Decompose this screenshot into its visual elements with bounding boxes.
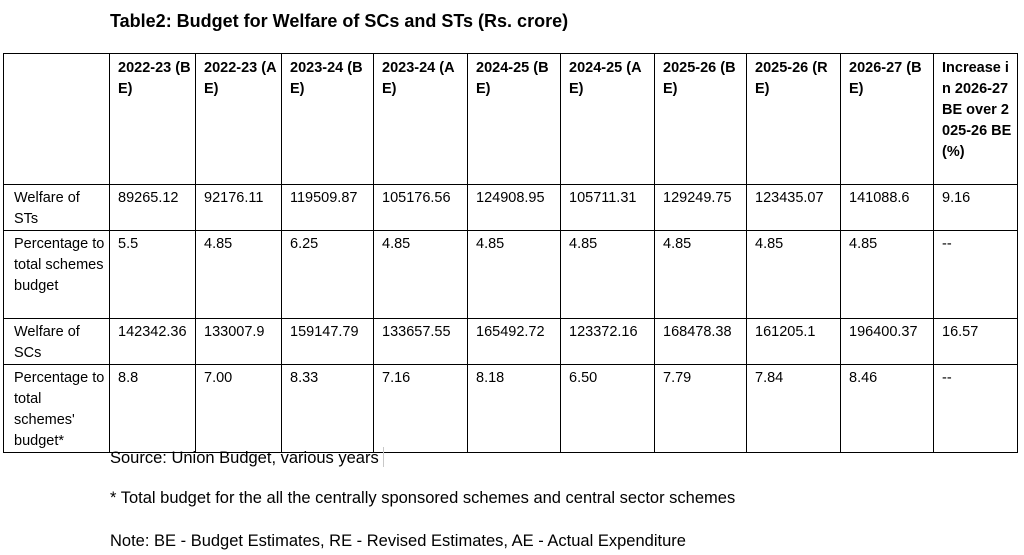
table-cell: 4.85 [654, 230, 747, 319]
table-cell: 168478.38 [654, 318, 747, 365]
table-cell: 7.00 [195, 364, 282, 453]
text-cursor-mark [382, 447, 384, 467]
row-label: Welfare of STs [3, 184, 110, 231]
table-cell: 124908.95 [467, 184, 561, 231]
header-cell: 2026-27 (BE) [840, 53, 934, 185]
table-cell: 4.85 [373, 230, 468, 319]
row-label: Percentage to total schemes budget [3, 230, 110, 319]
table-cell: 119509.87 [281, 184, 374, 231]
table-cell: 123435.07 [746, 184, 841, 231]
table-cell: 8.46 [840, 364, 934, 453]
table-row-percentage-sts: Percentage to total schemes budget 5.5 4… [3, 230, 1018, 319]
header-cell: 2023-24 (BE) [281, 53, 374, 185]
header-cell: 2023-24 (AE) [373, 53, 468, 185]
table-cell: 7.79 [654, 364, 747, 453]
table-cell: 8.33 [281, 364, 374, 453]
table-cell: 5.5 [109, 230, 196, 319]
table-cell: 133007.9 [195, 318, 282, 365]
table-cell: 129249.75 [654, 184, 747, 231]
source-text: Source: Union Budget, various years [110, 449, 379, 467]
table-cell: 89265.12 [109, 184, 196, 231]
table-cell: 4.85 [467, 230, 561, 319]
table-cell: 105176.56 [373, 184, 468, 231]
abbreviation-note: Note: BE - Budget Estimates, RE - Revise… [110, 532, 686, 550]
header-cell: 2022-23 (BE) [109, 53, 196, 185]
table-cell: -- [933, 364, 1018, 453]
table-cell: 4.85 [195, 230, 282, 319]
table-cell: 141088.6 [840, 184, 934, 231]
table-cell: 8.18 [467, 364, 561, 453]
header-cell-empty [3, 53, 110, 185]
table-row-percentage-scs: Percentage to total schemes' budget* 8.8… [3, 364, 1018, 453]
row-label: Welfare of SCs [3, 318, 110, 365]
source-note: Source: Union Budget, various years [110, 447, 384, 468]
table-cell: 8.8 [109, 364, 196, 453]
table-cell: 6.25 [281, 230, 374, 319]
budget-table: 2022-23 (BE) 2022-23 (AE) 2023-24 (BE) 2… [3, 53, 1018, 453]
table-cell: 4.85 [746, 230, 841, 319]
table-cell: 4.85 [840, 230, 934, 319]
header-cell: 2024-25 (BE) [467, 53, 561, 185]
table-cell: -- [933, 230, 1018, 319]
header-cell: 2022-23 (AE) [195, 53, 282, 185]
table-cell: 7.16 [373, 364, 468, 453]
table-cell: 105711.31 [560, 184, 655, 231]
table-header-row: 2022-23 (BE) 2022-23 (AE) 2023-24 (BE) 2… [3, 53, 1018, 185]
header-cell: 2024-25 (AE) [560, 53, 655, 185]
header-cell: 2025-26 (BE) [654, 53, 747, 185]
header-cell: 2025-26 (RE) [746, 53, 841, 185]
footnote: * Total budget for the all the centrally… [110, 489, 736, 507]
table-row-welfare-sts: Welfare of STs 89265.12 92176.11 119509.… [3, 184, 1018, 231]
row-label: Percentage to total schemes' budget* [3, 364, 110, 453]
table-cell: 142342.36 [109, 318, 196, 365]
table-cell: 92176.11 [195, 184, 282, 231]
table-cell: 159147.79 [281, 318, 374, 365]
header-cell-increase: Increase in 2026-27 BE over 2025-26 BE (… [933, 53, 1018, 185]
table-cell: 4.85 [560, 230, 655, 319]
table-title: Table2: Budget for Welfare of SCs and ST… [110, 11, 569, 31]
table-cell: 16.57 [933, 318, 1018, 365]
table-cell: 196400.37 [840, 318, 934, 365]
table-cell: 7.84 [746, 364, 841, 453]
table-row-welfare-scs: Welfare of SCs 142342.36 133007.9 159147… [3, 318, 1018, 365]
table-cell: 133657.55 [373, 318, 468, 365]
table-cell: 161205.1 [746, 318, 841, 365]
table-cell: 9.16 [933, 184, 1018, 231]
table-cell: 123372.16 [560, 318, 655, 365]
table-cell: 165492.72 [467, 318, 561, 365]
table-cell: 6.50 [560, 364, 655, 453]
